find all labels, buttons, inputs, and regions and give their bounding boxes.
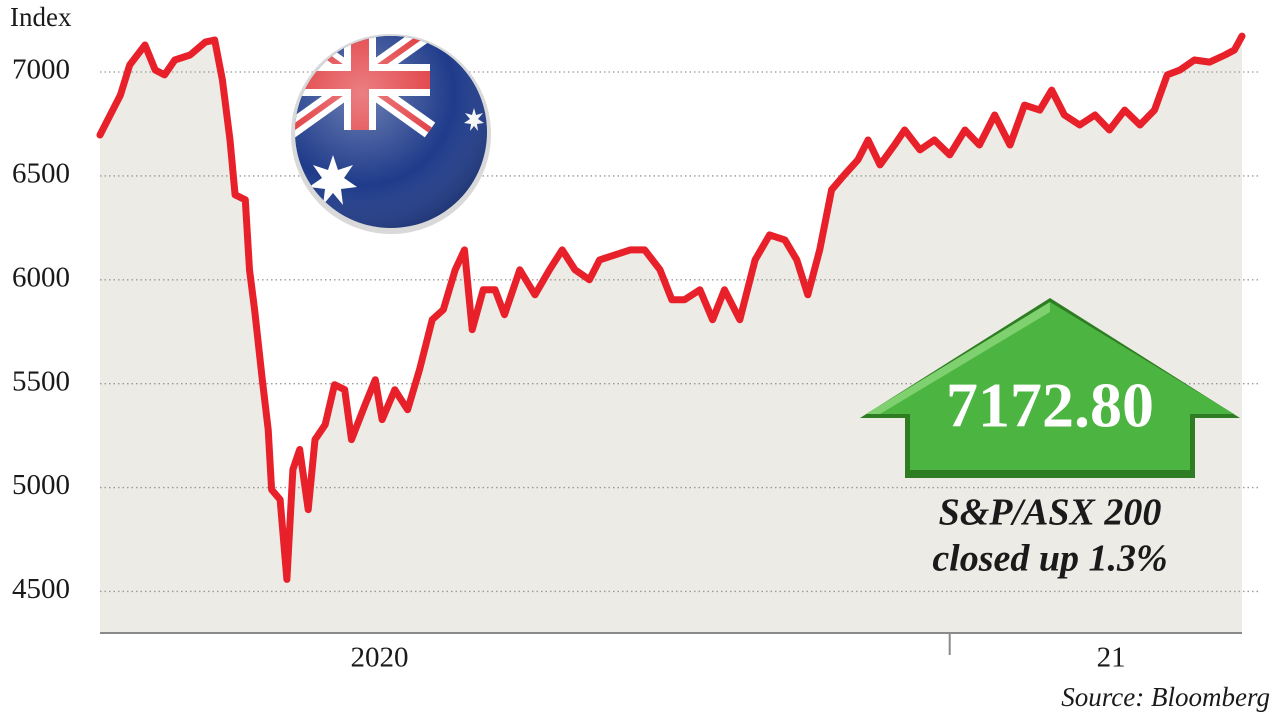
series [96,32,1246,583]
y-tick-label: 5000 [12,469,70,501]
callout-arrow: 7172.80 [860,298,1240,478]
y-tick-label: 7000 [12,54,70,86]
callout-line: S&P/ASX 200 [939,492,1162,534]
x-tick-label: 21 [1097,642,1126,674]
y-tick-label: 6500 [12,158,70,190]
price-line [96,32,1246,583]
callout-line: closed up 1.3% [932,538,1167,580]
flag-badge [291,34,491,234]
plot-area [100,36,1242,634]
y-axis-label: Index [10,2,72,32]
area-fill [100,36,1242,634]
y-tick-label: 4500 [12,573,70,605]
callout-value: 7172.80 [946,370,1154,441]
y-tick-label: 6000 [12,261,70,293]
x-tick-label: 2020 [351,642,409,674]
source: Source: Bloomberg [1061,682,1270,712]
y-tick-label: 5500 [12,365,70,397]
